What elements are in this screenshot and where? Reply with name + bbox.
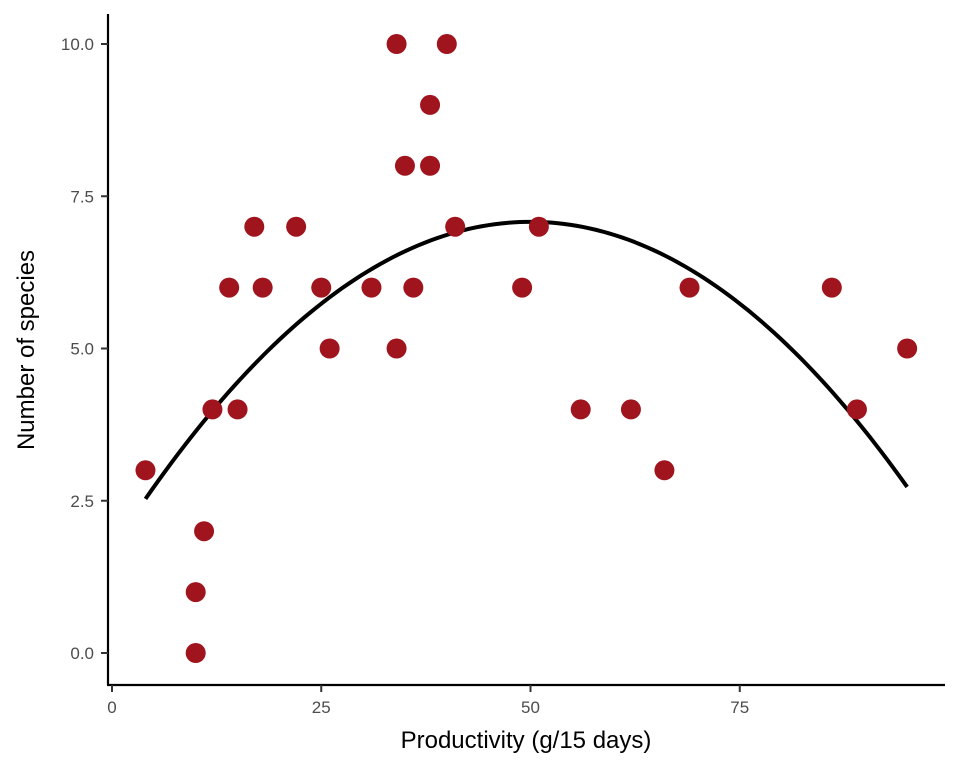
data-point — [512, 277, 533, 298]
y-tick-label: 10.0 — [61, 35, 94, 54]
data-point — [227, 399, 248, 420]
data-point — [219, 277, 240, 298]
fit-curve — [143, 219, 909, 501]
x-tick-label: 50 — [521, 698, 540, 717]
data-point — [311, 277, 332, 298]
data-point — [185, 643, 206, 663]
data-point — [252, 277, 273, 298]
y-tick-label: 2.5 — [70, 492, 94, 511]
x-tick-label: 0 — [107, 698, 116, 717]
data-point — [194, 521, 215, 542]
data-point — [361, 277, 382, 298]
data-point — [319, 338, 340, 359]
data-point — [620, 399, 641, 420]
y-axis-title: Number of species — [13, 250, 40, 450]
x-tick-label: 25 — [312, 698, 331, 717]
data-point — [394, 155, 415, 176]
data-point — [420, 155, 441, 176]
data-point — [570, 399, 591, 420]
x-axis-title: Productivity (g/15 days) — [401, 727, 652, 754]
data-point — [403, 277, 424, 298]
data-point — [386, 34, 407, 54]
y-tick-label: 7.5 — [70, 187, 94, 206]
data-point — [821, 277, 842, 298]
y-tick-label: 5.0 — [70, 340, 94, 359]
data-point — [897, 338, 918, 359]
y-tick-label: 0.0 — [70, 644, 94, 663]
data-point — [436, 34, 457, 54]
data-point — [679, 277, 700, 298]
data-point — [846, 399, 867, 420]
data-point — [202, 399, 223, 420]
data-point — [185, 582, 206, 603]
data-point — [135, 460, 156, 481]
data-point — [654, 460, 675, 481]
x-axis-ticks: 0 25 50 75 — [107, 685, 749, 717]
y-axis-ticks: 0.0 2.5 5.0 7.5 10.0 — [61, 35, 108, 663]
data-point — [445, 216, 466, 237]
data-point — [420, 94, 441, 115]
data-point — [386, 338, 407, 359]
plot-area — [135, 34, 918, 663]
data-point — [286, 216, 307, 237]
data-point — [528, 216, 549, 237]
x-tick-label: 75 — [730, 698, 749, 717]
data-point — [244, 216, 265, 237]
